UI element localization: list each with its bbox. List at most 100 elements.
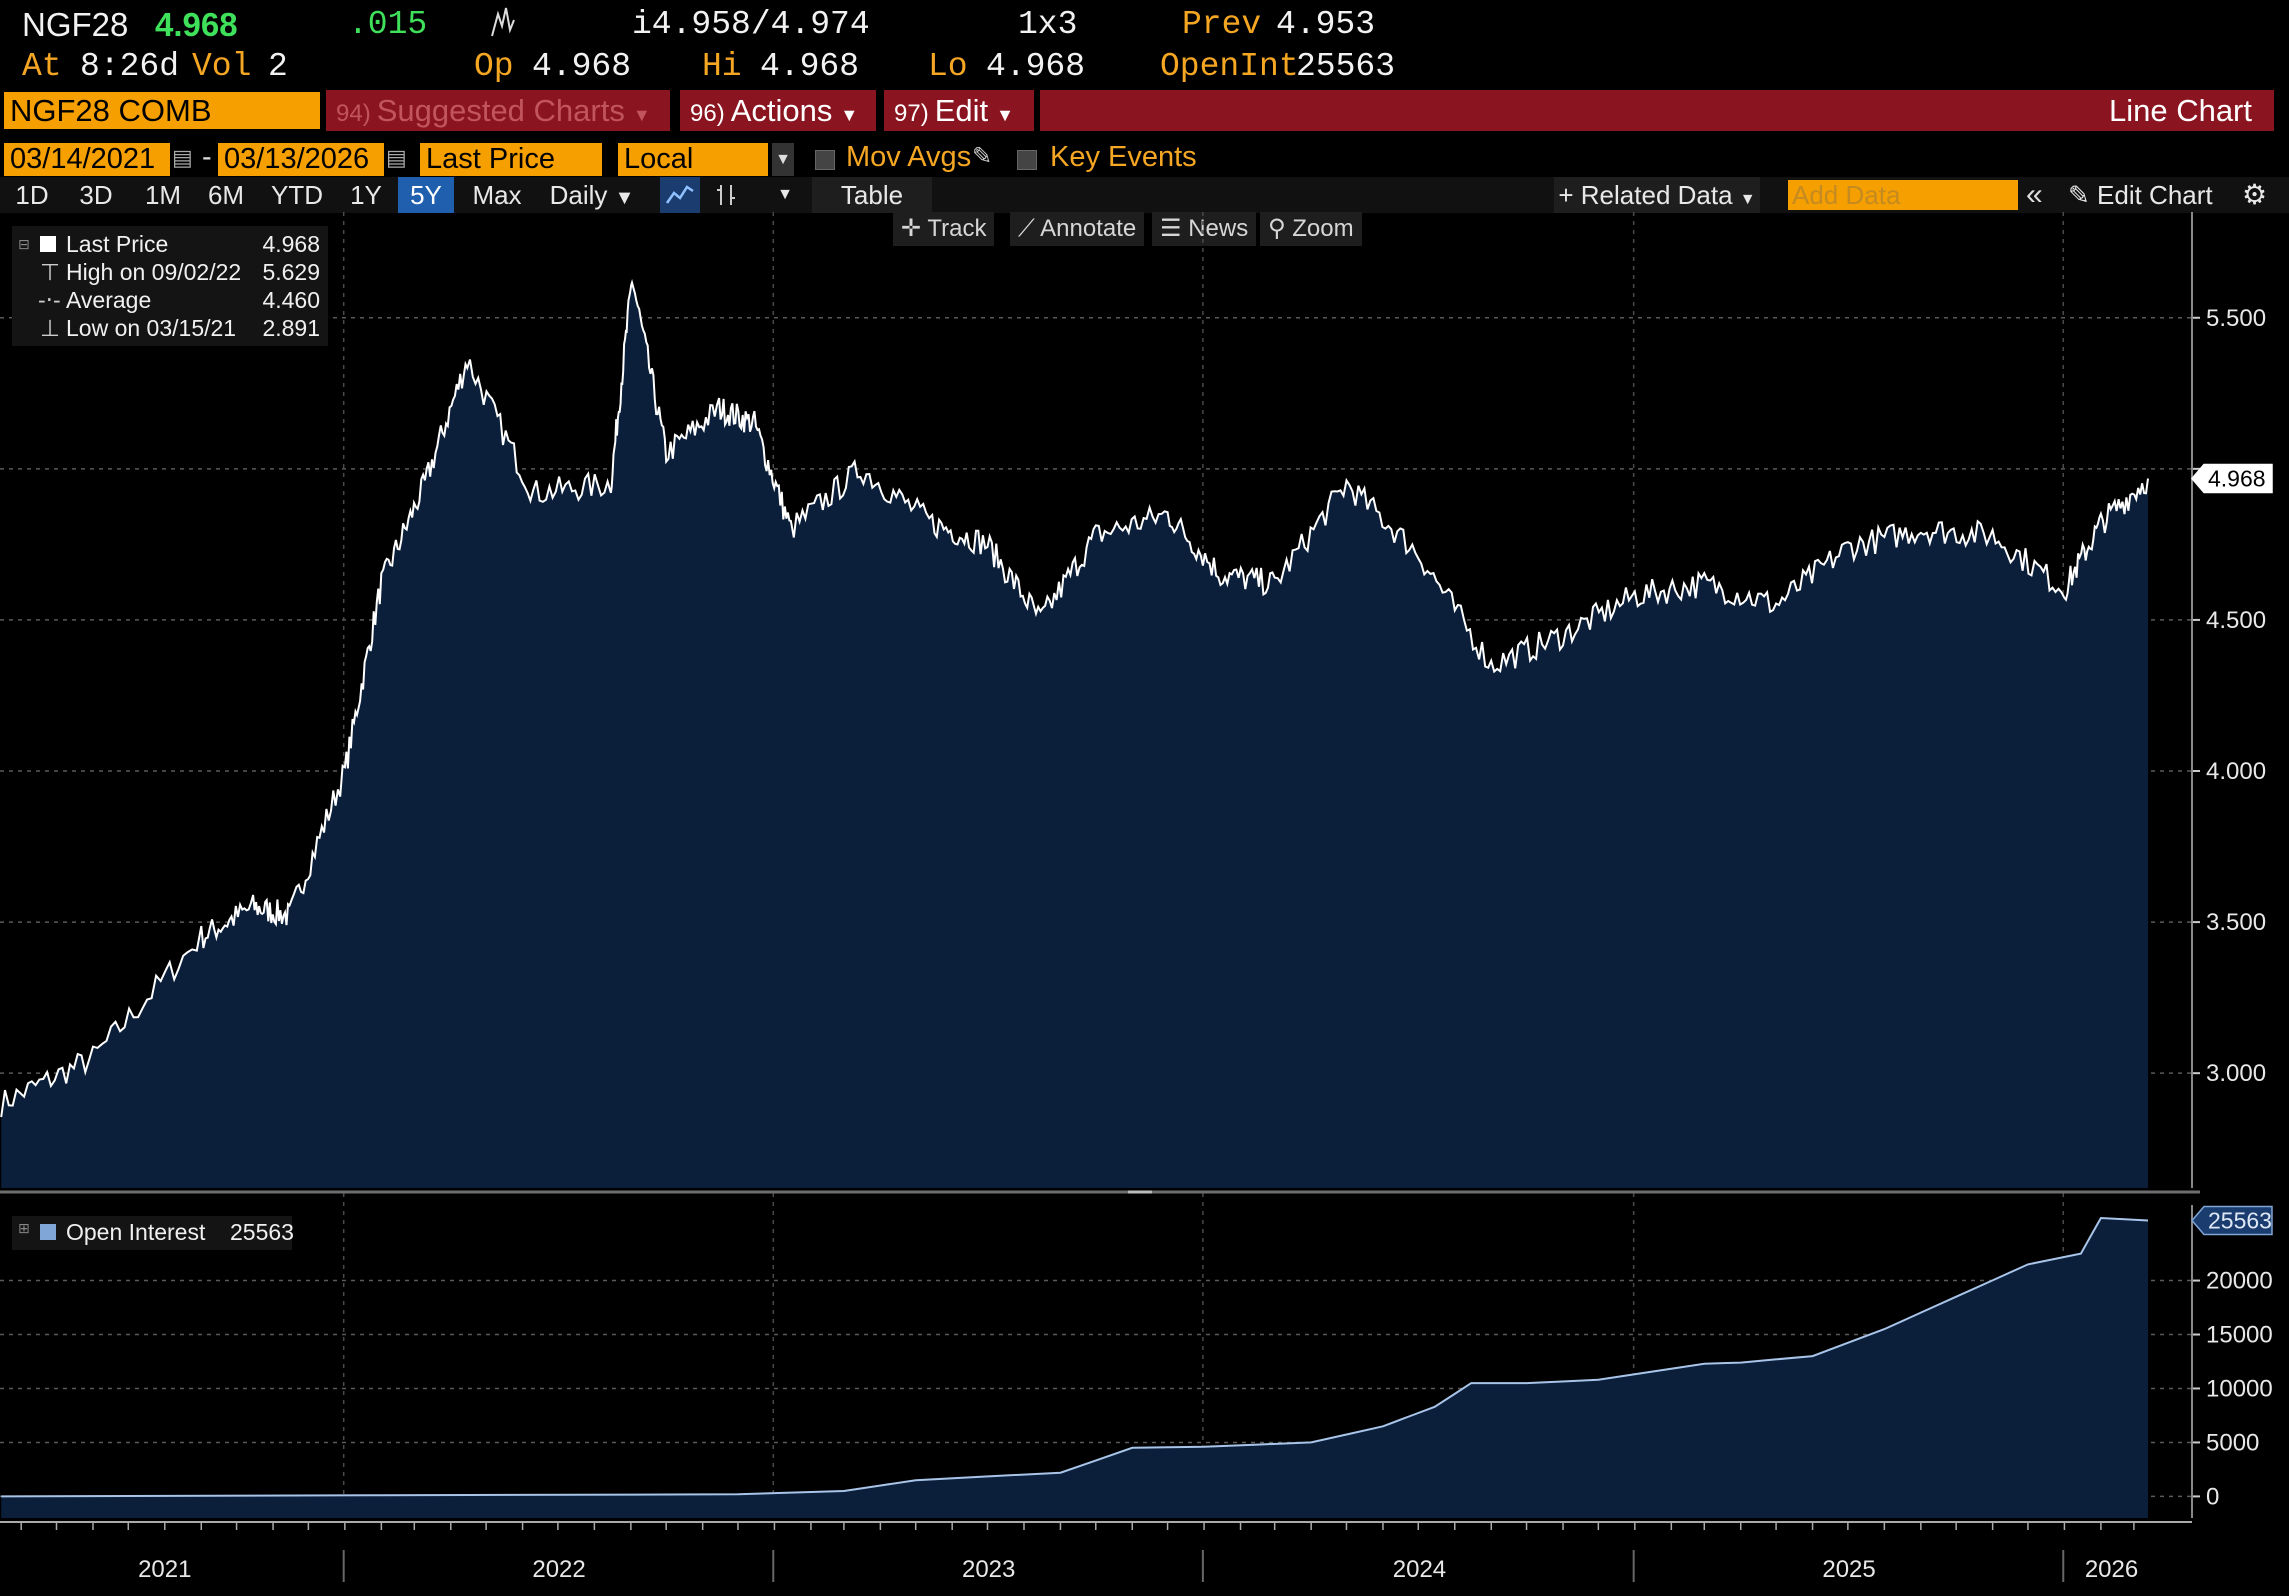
tick-chart-icon [491, 7, 515, 37]
news-label: News [1188, 215, 1249, 242]
legend-last-row[interactable]: ⊟ Last Price 4.968 [12, 230, 328, 258]
period-5y[interactable]: 5Y [398, 177, 454, 213]
x-tick-label: 2024 [1393, 1556, 1446, 1583]
related-data-label: Related Data [1580, 180, 1733, 210]
frequency-select[interactable]: Daily ▼ [540, 177, 644, 213]
chevron-down-icon: ▼ [632, 105, 651, 125]
key-events-checkbox[interactable] [1017, 150, 1037, 170]
series-line[interactable] [1, 1216, 2149, 1498]
period-1d[interactable]: 1D [15, 180, 49, 210]
actions-number: 96) [690, 100, 725, 127]
y-tick-label: 15000 [2206, 1322, 2273, 1349]
expand-icon[interactable]: ⊞ [18, 1220, 30, 1236]
news-icon: ☰ [1160, 215, 1182, 242]
related-data-button[interactable]: + Related Data ▼ [1554, 177, 1760, 213]
suggested-charts-menu[interactable]: 94) Suggested Charts ▼ [326, 90, 670, 131]
news-tool[interactable]: ☰ News [1152, 212, 1257, 246]
actions-menu[interactable]: 96) Actions ▼ [680, 90, 876, 131]
prev-label: Prev [1182, 6, 1262, 43]
series-swatch [40, 1224, 56, 1240]
price-area [0, 279, 2149, 1189]
last-price: 4.968 [155, 6, 238, 43]
mov-avgs-label[interactable]: Mov Avgs [846, 141, 972, 173]
oi-area [1, 1216, 2149, 1518]
low-marker-icon: ⊥ [40, 315, 61, 341]
table-button[interactable]: Table [812, 177, 932, 213]
suggested-charts-label: Suggested Charts [376, 93, 625, 128]
low-value: 4.968 [986, 48, 1086, 85]
crosshair-icon: ✛ [901, 215, 922, 242]
chevron-down-icon: ▼ [614, 187, 635, 209]
date-separator: - [202, 141, 212, 173]
period-6m[interactable]: 6M [207, 180, 245, 210]
price-field-select[interactable]: Last Price [420, 143, 602, 176]
legend-low-row: ⊥ Low on 03/15/21 2.891 [12, 314, 328, 342]
collapse-double-chevron-icon[interactable]: « [2026, 178, 2043, 211]
key-events-label[interactable]: Key Events [1050, 141, 1197, 173]
bar-chart-icon[interactable] [706, 177, 746, 213]
chevron-down-icon[interactable]: ▼ [772, 143, 794, 176]
legend-average-value: 4.460 [262, 287, 320, 313]
security-field[interactable]: NGF28 COMB Comdty [4, 92, 320, 129]
expand-icon[interactable]: ⊟ [18, 236, 30, 252]
edit-menu[interactable]: 97) Edit ▼ [884, 90, 1034, 131]
x-tick-label: 2022 [532, 1556, 585, 1583]
series-area-fill [1, 282, 2149, 1189]
ticker[interactable]: NGF28 [22, 6, 129, 43]
oi-legend[interactable]: ⊞ Open Interest 25563 [12, 1216, 294, 1250]
legend-low-value: 2.891 [262, 315, 320, 341]
oi-y-axis: 0 5000 10000 15000 20000 25563 [2191, 1205, 2273, 1518]
y-tick-label: 10000 [2206, 1375, 2273, 1402]
prev-value: 4.953 [1276, 6, 1376, 43]
edit-chart-label: Edit Chart [2097, 180, 2213, 210]
legend-low-label: Low on 03/15/21 [66, 315, 237, 341]
add-data-input[interactable]: Add Data [1788, 180, 2018, 210]
period-max[interactable]: Max [472, 180, 522, 210]
y-tick-label: 3.000 [2206, 1060, 2266, 1087]
series-swatch [40, 236, 56, 252]
annotate-tool[interactable]: ⟋ Annotate [1010, 212, 1145, 246]
last-value-box [2191, 463, 2273, 494]
edit-chart-button[interactable]: ✎ Edit Chart [2068, 177, 2246, 213]
actions-label: Actions [730, 93, 833, 128]
x-tick-label: 2025 [1822, 1556, 1875, 1583]
series-line[interactable] [0, 279, 2149, 1118]
legend-high-row: ⊤ High on 09/02/22 5.629 [12, 258, 328, 286]
y-tick-label: 4.000 [2206, 758, 2266, 785]
low-label: Lo [928, 48, 968, 85]
y-tick-label: 0 [2206, 1483, 2219, 1510]
legend-last-label: Last Price [66, 231, 169, 257]
chart-type-title: Line Chart [1040, 90, 2274, 131]
calendar-icon[interactable]: ▤ [386, 145, 407, 170]
edit-label: Edit [934, 93, 989, 128]
high-label: Hi [702, 48, 742, 85]
line-chart-icon[interactable] [660, 177, 700, 213]
x-tick-label: 2023 [962, 1556, 1015, 1583]
start-date-field[interactable]: 03/14/2021 [4, 143, 170, 176]
last-value-box [2191, 1205, 2273, 1236]
end-date-field[interactable]: 03/13/2026 [218, 143, 384, 176]
high-marker-icon: ⊤ [40, 259, 61, 285]
zoom-tool[interactable]: ⚲ Zoom [1260, 212, 1362, 246]
average-marker-icon: -‧- [38, 287, 61, 313]
period-3d[interactable]: 3D [79, 180, 113, 210]
track-tool[interactable]: ✛ Track [893, 212, 995, 246]
y-tick-label: 4.500 [2206, 607, 2266, 634]
series-area-fill [1, 1218, 2149, 1518]
x-tick-label: 2026 [2085, 1556, 2138, 1583]
open-label: Op [474, 48, 514, 85]
period-1y[interactable]: 1Y [350, 180, 382, 210]
period-ytd[interactable]: YTD [271, 180, 323, 210]
pencil-icon[interactable]: ✎ [972, 143, 993, 170]
period-1m[interactable]: 1M [144, 180, 182, 210]
net-change: .015 [348, 6, 428, 43]
chevron-down-icon[interactable]: ▼ [777, 186, 793, 203]
calendar-icon[interactable]: ▤ [172, 145, 193, 170]
openint-value: 25563 [1296, 48, 1396, 85]
quote-time: 8:26d [80, 48, 180, 85]
mov-avgs-checkbox[interactable] [815, 150, 835, 170]
legend-oi-value: 25563 [230, 1219, 294, 1245]
gear-icon[interactable]: ⚙ [2242, 179, 2268, 210]
y-tick-label: 5000 [2206, 1429, 2259, 1456]
